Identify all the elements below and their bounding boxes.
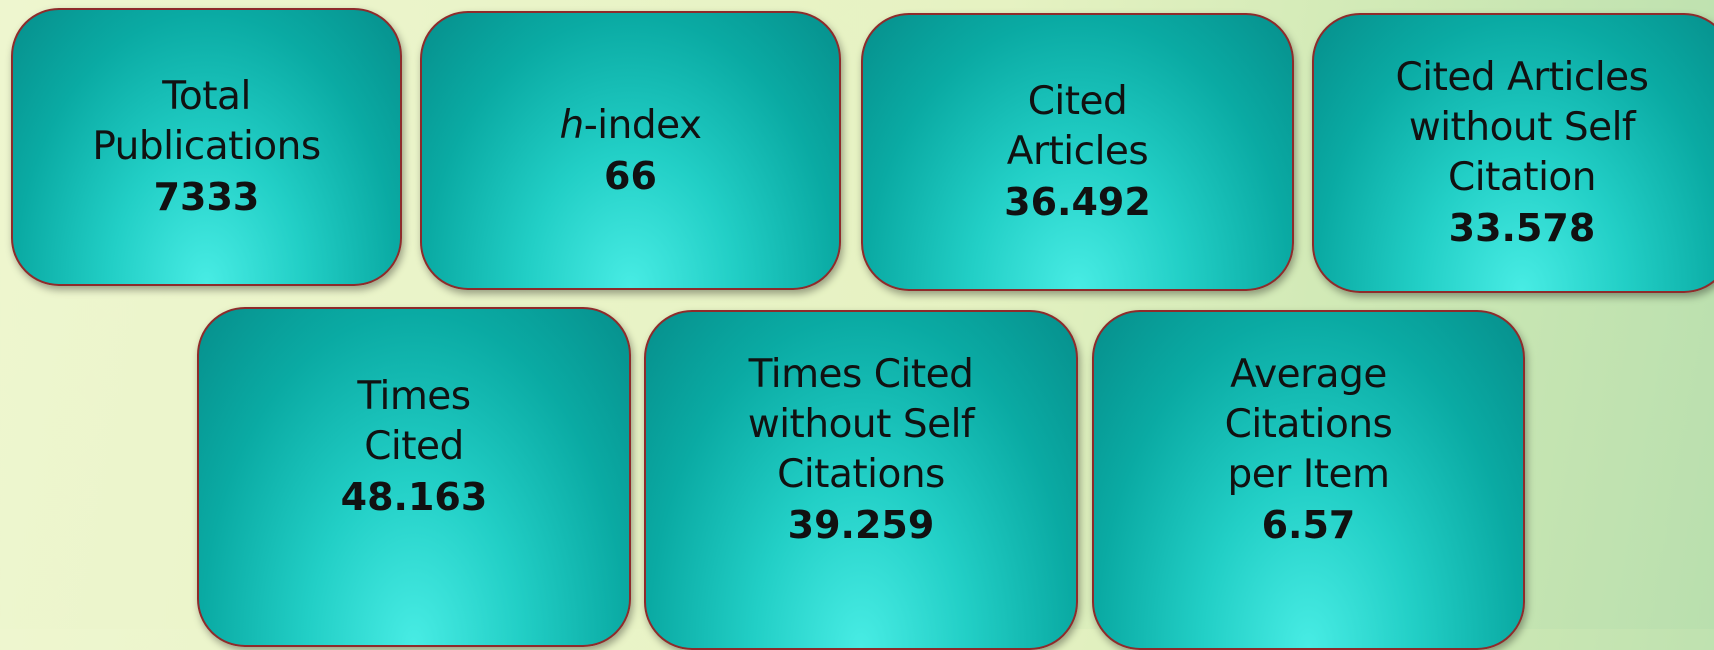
card-value: 33.578 (1448, 206, 1596, 250)
card-label: Articles (1006, 129, 1149, 174)
card-value: 66 (604, 153, 657, 198)
stat-card: Times Cited without Self Citations 39.259 (644, 310, 1078, 650)
stat-card: Times Cited 48.163 (197, 307, 631, 647)
card-label: Citations (777, 452, 945, 497)
card-label: Cited Articles (1395, 55, 1649, 100)
card-label: Times Cited (748, 352, 974, 397)
card-label: without Self (747, 402, 975, 447)
card-label: h-index (559, 102, 703, 148)
card-value: 48.163 (340, 475, 488, 519)
card-value: 39.259 (787, 503, 935, 547)
card-label: Total (162, 74, 251, 119)
stat-card: h-index 66 (420, 11, 841, 290)
stat-card: Total Publications 7333 (11, 8, 402, 286)
card-label: Cited (364, 424, 464, 469)
card-value: 36.492 (1004, 180, 1151, 224)
stat-card: Cited Articles without Self Citation 33.578 (1312, 13, 1714, 293)
card-label: without Self (1408, 105, 1636, 150)
card-value: 6.57 (1261, 503, 1356, 547)
card-label: Cited (1027, 79, 1128, 124)
card-label: Citation (1448, 155, 1596, 200)
card-label: Average (1230, 352, 1387, 397)
stat-card: Average Citations per Item 6.57 (1092, 310, 1525, 650)
card-label: Times (357, 374, 471, 419)
card-label: Publications (92, 124, 321, 169)
card-value: 7333 (153, 175, 260, 219)
stat-card: Cited Articles 36.492 (861, 13, 1294, 291)
card-label: per Item (1227, 452, 1390, 497)
card-label: Citations (1224, 402, 1393, 447)
